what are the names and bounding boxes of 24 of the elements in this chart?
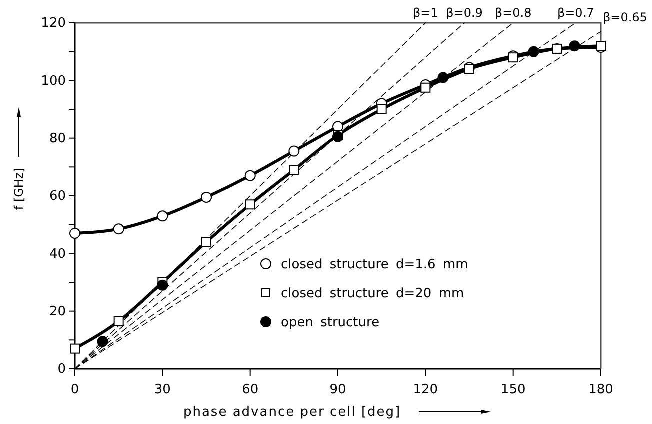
x-tick-label: 150 bbox=[500, 382, 526, 398]
legend-label: open structure bbox=[281, 316, 380, 331]
y-tick-label: 80 bbox=[49, 131, 66, 146]
series-label: β=0.65 bbox=[603, 10, 648, 25]
series-label: β=0.8 bbox=[494, 6, 532, 20]
y-tick-label: 60 bbox=[49, 189, 66, 204]
x-tick-label: 180 bbox=[588, 382, 614, 398]
x-tick-label: 30 bbox=[154, 382, 171, 398]
y-tick-label: 0 bbox=[58, 362, 66, 378]
series-label: β=1 bbox=[412, 6, 438, 20]
y-tick-label: 20 bbox=[49, 304, 66, 320]
series-label: β=0.9 bbox=[446, 6, 483, 20]
y-axis-title: f [GHz] bbox=[12, 168, 26, 210]
legend-label: closed structure d=1.6 mm bbox=[281, 258, 468, 273]
legend-label: closed structure d=20 mm bbox=[281, 286, 464, 302]
x-tick-label: 120 bbox=[413, 382, 438, 398]
x-tick-label: 0 bbox=[70, 382, 80, 398]
y-tick-label: 40 bbox=[49, 246, 66, 262]
series-label: β=0.7 bbox=[557, 6, 594, 20]
x-axis-title: phase advance per cell [deg] bbox=[183, 405, 402, 420]
y-tick-label: 120 bbox=[41, 16, 66, 32]
x-tick-label: 60 bbox=[242, 382, 259, 398]
y-tick-label: 100 bbox=[41, 74, 66, 89]
x-tick-label: 90 bbox=[330, 382, 346, 398]
